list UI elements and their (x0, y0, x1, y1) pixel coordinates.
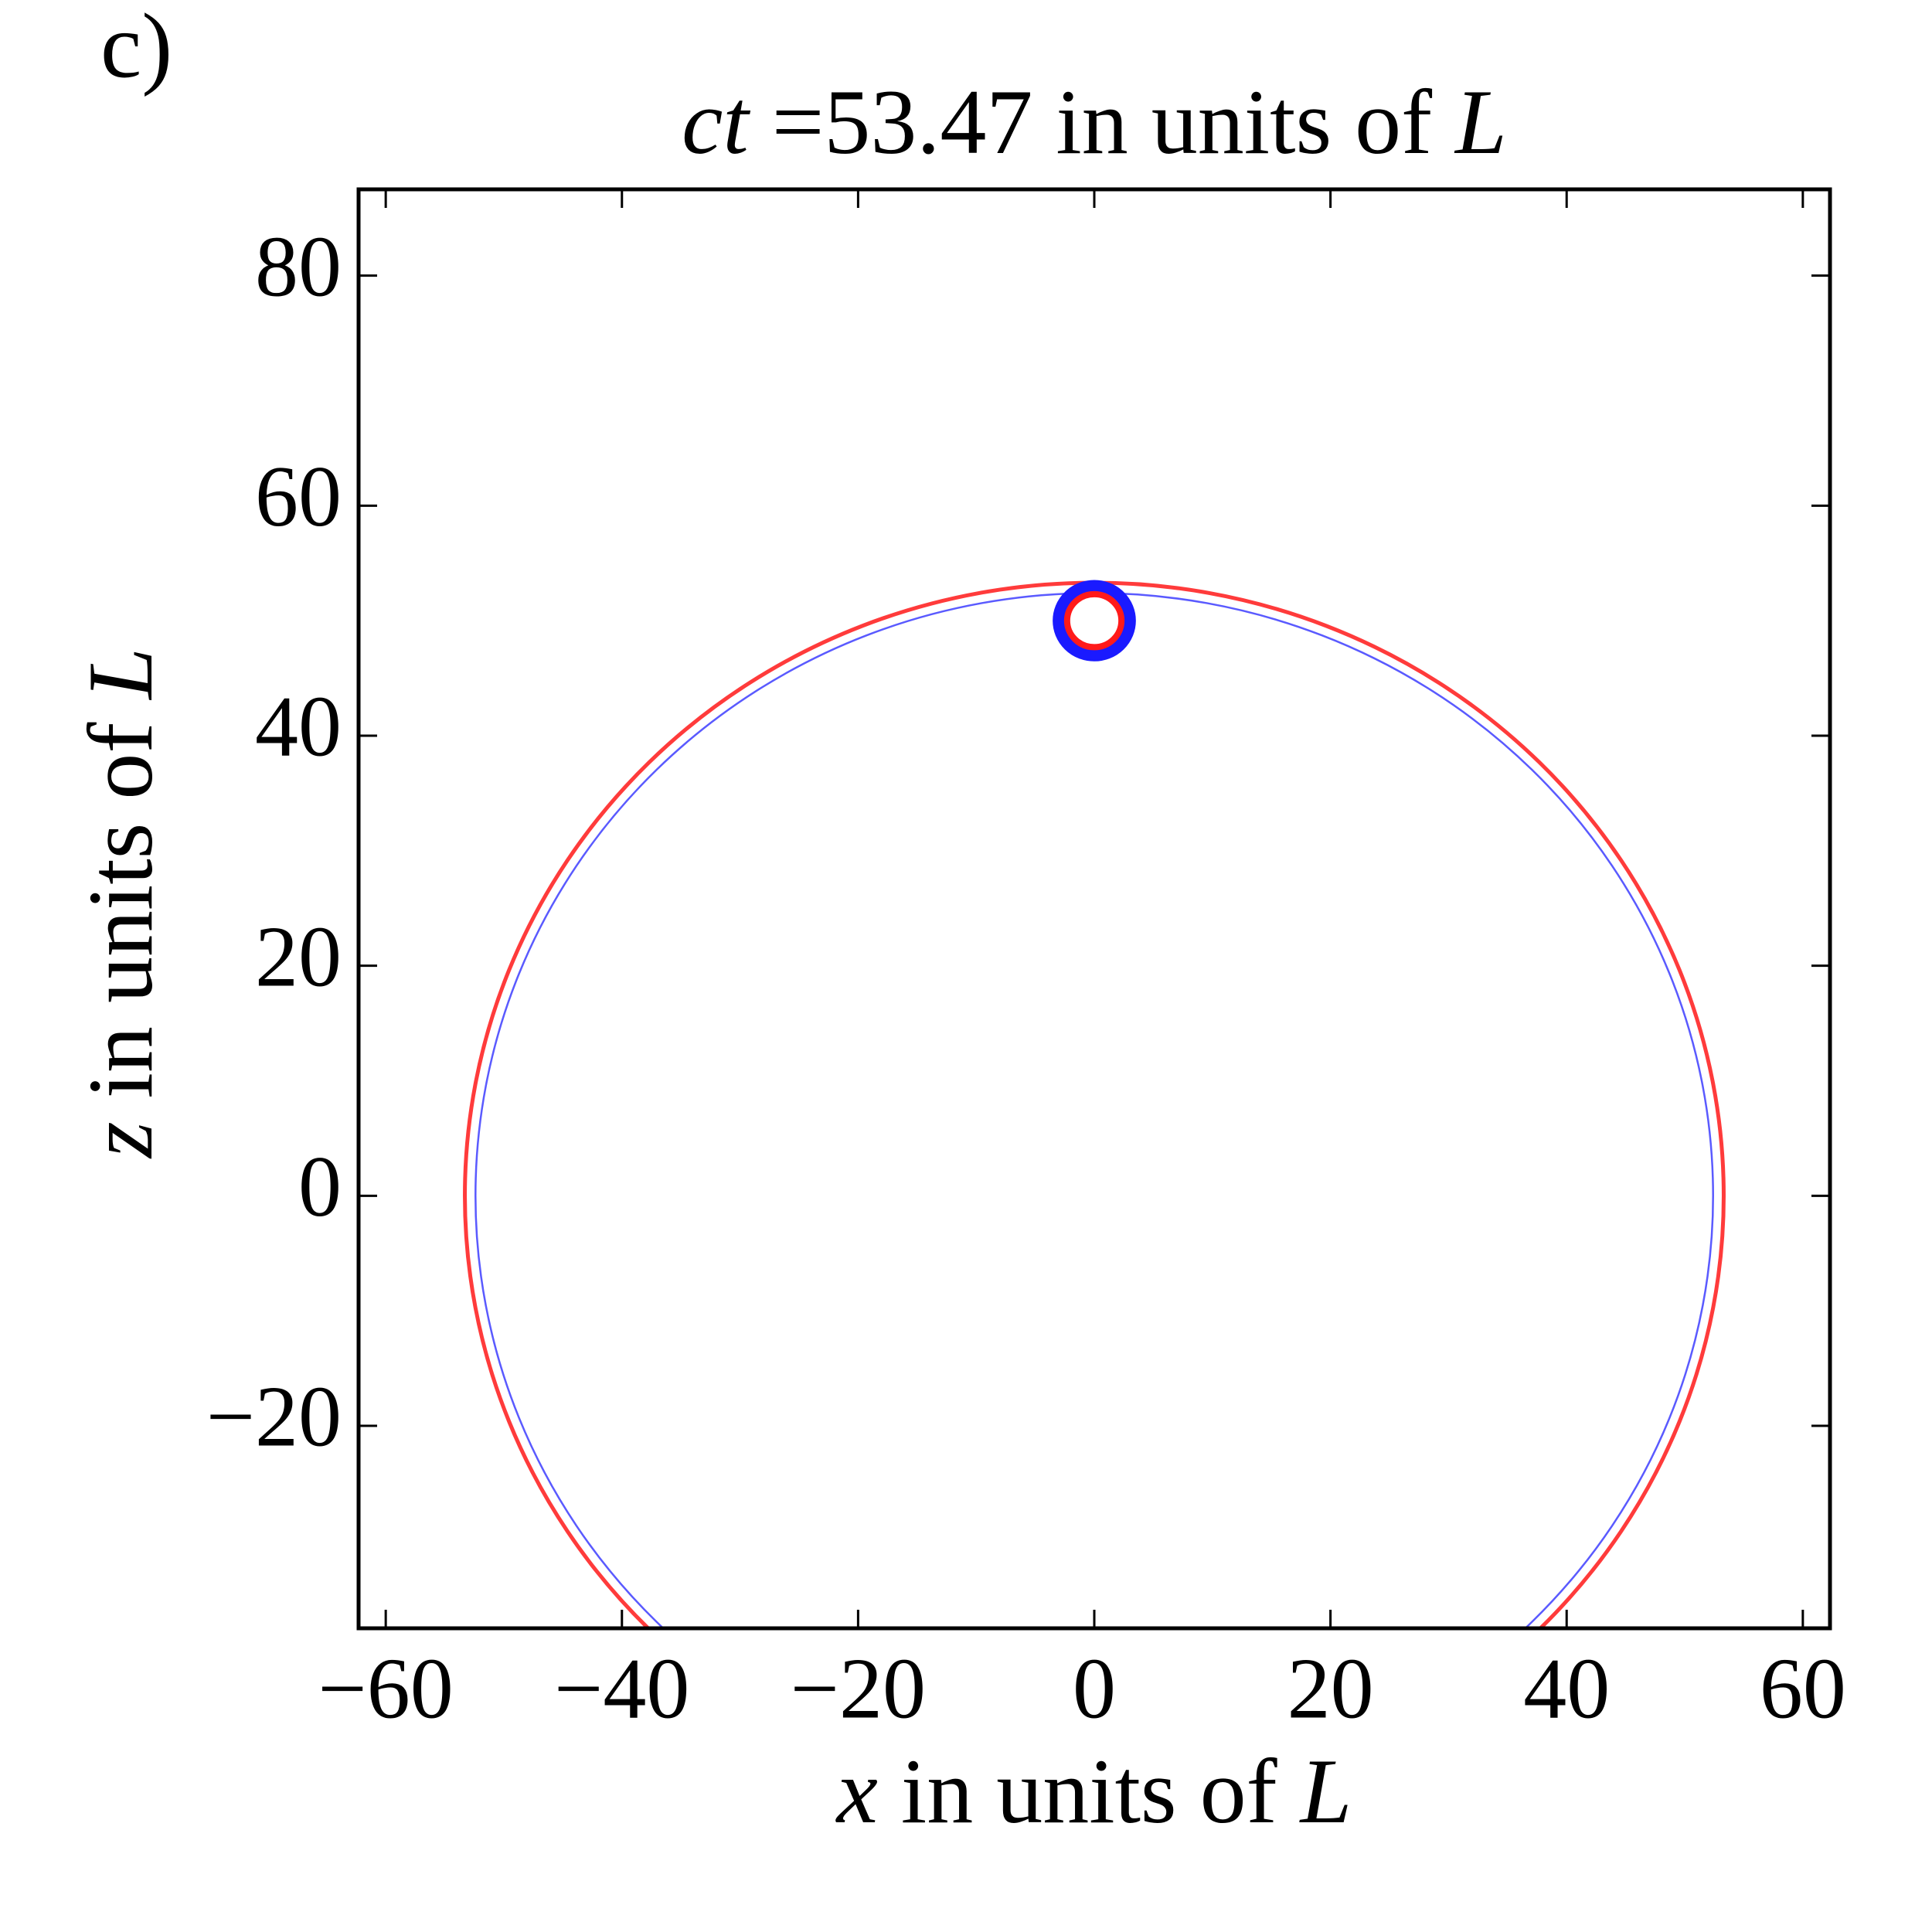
x-tick-label: −20 (791, 1641, 926, 1737)
label-part: x (835, 1740, 878, 1842)
label-part: L (69, 648, 172, 701)
circle-contour (1053, 580, 1136, 662)
title-part: =53.47 in units of (772, 70, 1432, 173)
x-axis-label: x in units of L (835, 1740, 1352, 1842)
y-tick-label: 20 (255, 909, 342, 1005)
x-tick-label: 60 (1760, 1641, 1846, 1737)
title-part: L (1454, 70, 1507, 173)
chart-title: ct =53.47 in units of L (682, 70, 1507, 173)
y-tick-label: −20 (206, 1369, 342, 1465)
plot-area (463, 580, 1726, 1628)
plot-frame (356, 187, 1832, 1631)
label-part: z (69, 1121, 172, 1159)
title-part: ct (682, 70, 750, 173)
panel-label: c) (100, 0, 172, 97)
x-tick-label: 40 (1523, 1641, 1610, 1737)
label-part: in units of (69, 723, 172, 1099)
y-tick-label: 40 (255, 679, 342, 775)
y-axis-label: z in units of L (69, 648, 172, 1159)
y-tick-label: 60 (255, 449, 342, 545)
label-part: L (1299, 1740, 1352, 1842)
axes: −60 −40 −20 0 20 40 60 −20 0 20 40 60 80 (206, 189, 1846, 1737)
x-tick-label: 20 (1287, 1641, 1374, 1737)
x-tick-label: −60 (318, 1641, 454, 1737)
y-tick-label: 80 (255, 219, 342, 315)
circle-contour (1063, 590, 1125, 651)
label-part: in units of (901, 1740, 1277, 1842)
y-tick-label: 0 (298, 1139, 342, 1235)
x-tick-label: 0 (1073, 1641, 1116, 1737)
x-tick-label: −40 (554, 1641, 689, 1737)
